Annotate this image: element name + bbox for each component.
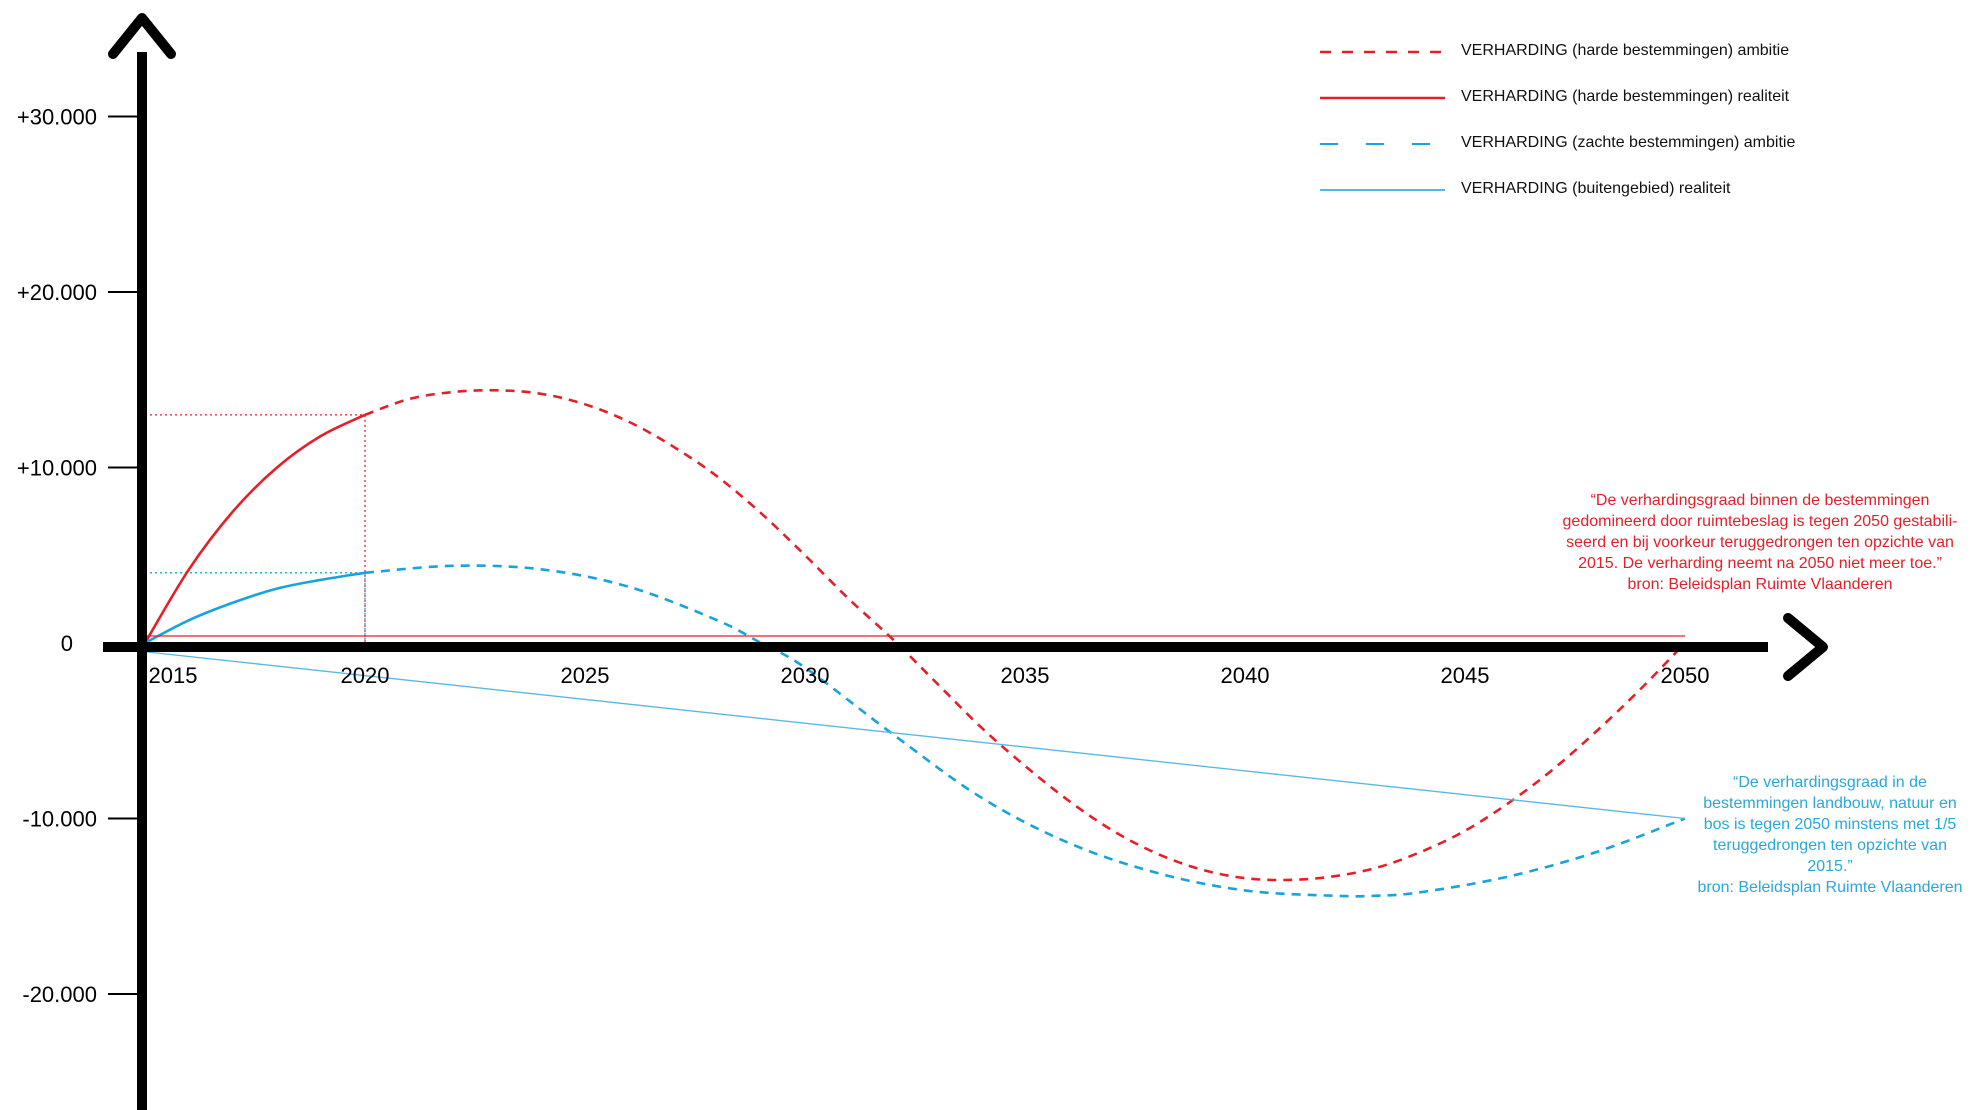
annotation-blue-quote: “De verhardingsgraad in de bestemmingen …	[1680, 772, 1980, 898]
legend-swatch	[1320, 96, 1445, 100]
x-tick-label: 2035	[1001, 663, 1050, 688]
quote-line: 2015. De verharding neemt na 2050 niet m…	[1578, 555, 1942, 572]
legend-label: VERHARDING (buitengebied) realiteit	[1461, 180, 1731, 197]
series-layer	[143, 388, 1686, 898]
quote-line: seerd en bij voorkeur teruggedrongen ten…	[1566, 534, 1954, 551]
quote-line: “De verhardingsgraad in de	[1733, 774, 1927, 791]
series-line-2	[364, 564, 1686, 898]
quote-source: bron: Beleidsplan Ruimte Vlaanderen	[1697, 879, 1963, 896]
annotation-red-quote: “De verhardingsgraad binnen de bestemmin…	[1540, 490, 1980, 595]
x-tick-label: 2030	[781, 663, 830, 688]
quote-line: bestemmingen landbouw, natuur en	[1703, 795, 1957, 812]
y-tick-label: +20.000	[17, 280, 97, 305]
x-axis-arrow-icon	[1783, 613, 1828, 681]
x-tick-label: 2015	[149, 663, 198, 688]
y-tick-label: -10.000	[22, 807, 97, 832]
legend-item: VERHARDING (harde bestemmingen) ambitie	[1320, 40, 1920, 86]
x-tick-label: 2025	[561, 663, 610, 688]
x-tick-label: 2040	[1221, 663, 1270, 688]
series-line-0	[364, 388, 1686, 882]
series-line-4	[144, 651, 1686, 820]
series-line-3	[144, 571, 366, 645]
x-tick-label: 2020	[341, 663, 390, 688]
legend-swatch	[1320, 143, 1445, 145]
legend-item: VERHARDING (zachte bestemmingen) ambitie	[1320, 132, 1920, 178]
quote-line: teruggedrongen ten opzichte van	[1713, 837, 1947, 854]
quote-line: 2015.”	[1807, 858, 1853, 875]
legend: VERHARDING (harde bestemmingen) ambitie …	[1320, 40, 1920, 224]
x-tick-label: 2050	[1661, 663, 1710, 688]
axes	[103, 13, 1828, 1110]
legend-label: VERHARDING (harde bestemmingen) ambitie	[1461, 42, 1790, 59]
legend-swatch	[1320, 189, 1445, 191]
legend-item: VERHARDING (harde bestemmingen) realitei…	[1320, 86, 1920, 132]
legend-label: VERHARDING (zachte bestemmingen) ambitie	[1461, 134, 1796, 151]
y-axis-arrow-icon	[108, 13, 176, 59]
y-tick-label: +10.000	[17, 456, 97, 481]
x-tick-label: 2045	[1441, 663, 1490, 688]
quote-source: bron: Beleidsplan Ruimte Vlaanderen	[1627, 576, 1893, 593]
y-tick-label: 0	[61, 631, 73, 656]
legend-item: VERHARDING (buitengebied) realiteit	[1320, 178, 1920, 224]
quote-line: bos is tegen 2050 minstens met 1/5	[1703, 816, 1957, 833]
legend-label: VERHARDING (harde bestemmingen) realitei…	[1461, 88, 1790, 105]
y-tick-label: -20.000	[22, 982, 97, 1007]
quote-line: gedomineerd door ruimtebeslag is tegen 2…	[1562, 513, 1958, 530]
y-tick-label: +30.000	[17, 105, 97, 130]
series-line-1	[143, 413, 366, 644]
legend-swatch	[1320, 50, 1445, 54]
quote-line: “De verhardingsgraad binnen de bestemmin…	[1590, 492, 1930, 509]
ticks: +30.000 +20.000 +10.000 0 -10.000 -20.000 2015…	[17, 105, 1710, 1008]
reference-lines	[145, 414, 366, 643]
